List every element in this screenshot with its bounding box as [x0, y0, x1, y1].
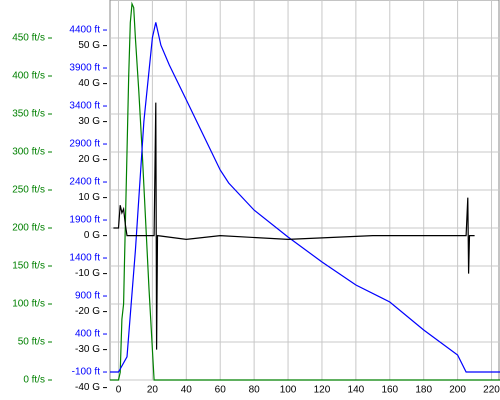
y-tick-label: -20 G — [75, 306, 100, 317]
y-tick-label: -40 G — [75, 382, 100, 393]
x-tick-label: 200 — [449, 385, 466, 396]
y-tick-label: 150 ft/s — [12, 261, 45, 272]
series-line — [110, 1, 500, 381]
y-tick-label: 400 ft/s — [12, 71, 45, 82]
y-tick-label: 350 ft/s — [12, 109, 45, 120]
y-tick-label: 3400 ft — [69, 101, 100, 112]
y-tick-label: 40 G — [78, 78, 100, 89]
series-line — [110, 22, 500, 373]
series-line — [113, 102, 475, 350]
y-tick-label: -30 G — [75, 344, 100, 355]
y-tick-label: 0 ft/s — [23, 375, 45, 386]
y-tick-label: 1400 ft — [69, 253, 100, 264]
y-tick-label: 3900 ft — [69, 63, 100, 74]
y-tick-label: 30 G — [78, 116, 100, 127]
y-tick-label: -100 ft — [72, 367, 101, 378]
x-tick-label: 80 — [249, 385, 261, 396]
y-tick-label: 400 ft — [75, 329, 100, 340]
x-tick-label: 180 — [415, 385, 432, 396]
y-tick-label: 10 G — [78, 192, 100, 203]
y-tick-label: -10 G — [75, 268, 100, 279]
y-tick-label: 450 ft/s — [12, 33, 45, 44]
x-tick-label: 140 — [348, 385, 365, 396]
y-tick-label: 100 ft/s — [12, 299, 45, 310]
y-tick-label: 250 ft/s — [12, 185, 45, 196]
x-tick-label: 20 — [147, 385, 159, 396]
y-tick-label: 200 ft/s — [12, 223, 45, 234]
x-tick-label: 160 — [381, 385, 398, 396]
y-tick-label: 2900 ft — [69, 139, 100, 150]
x-tick-label: 0 — [116, 385, 122, 396]
y-tick-label: 50 G — [78, 40, 100, 51]
x-tick-label: 60 — [215, 385, 227, 396]
y-tick-label: 4400 ft — [69, 25, 100, 36]
y-tick-label: 300 ft/s — [12, 147, 45, 158]
y-tick-label: 2400 ft — [69, 177, 100, 188]
x-tick-label: 40 — [181, 385, 193, 396]
y-tick-label: 20 G — [78, 154, 100, 165]
x-tick-label: 100 — [280, 385, 297, 396]
x-tick-label: 220 — [483, 385, 500, 396]
y-tick-label: 0 G — [84, 230, 100, 241]
y-tick-label: 900 ft — [75, 291, 100, 302]
y-tick-label: 50 ft/s — [18, 337, 45, 348]
y-tick-label: 1900 ft — [69, 215, 100, 226]
x-tick-label: 120 — [314, 385, 331, 396]
